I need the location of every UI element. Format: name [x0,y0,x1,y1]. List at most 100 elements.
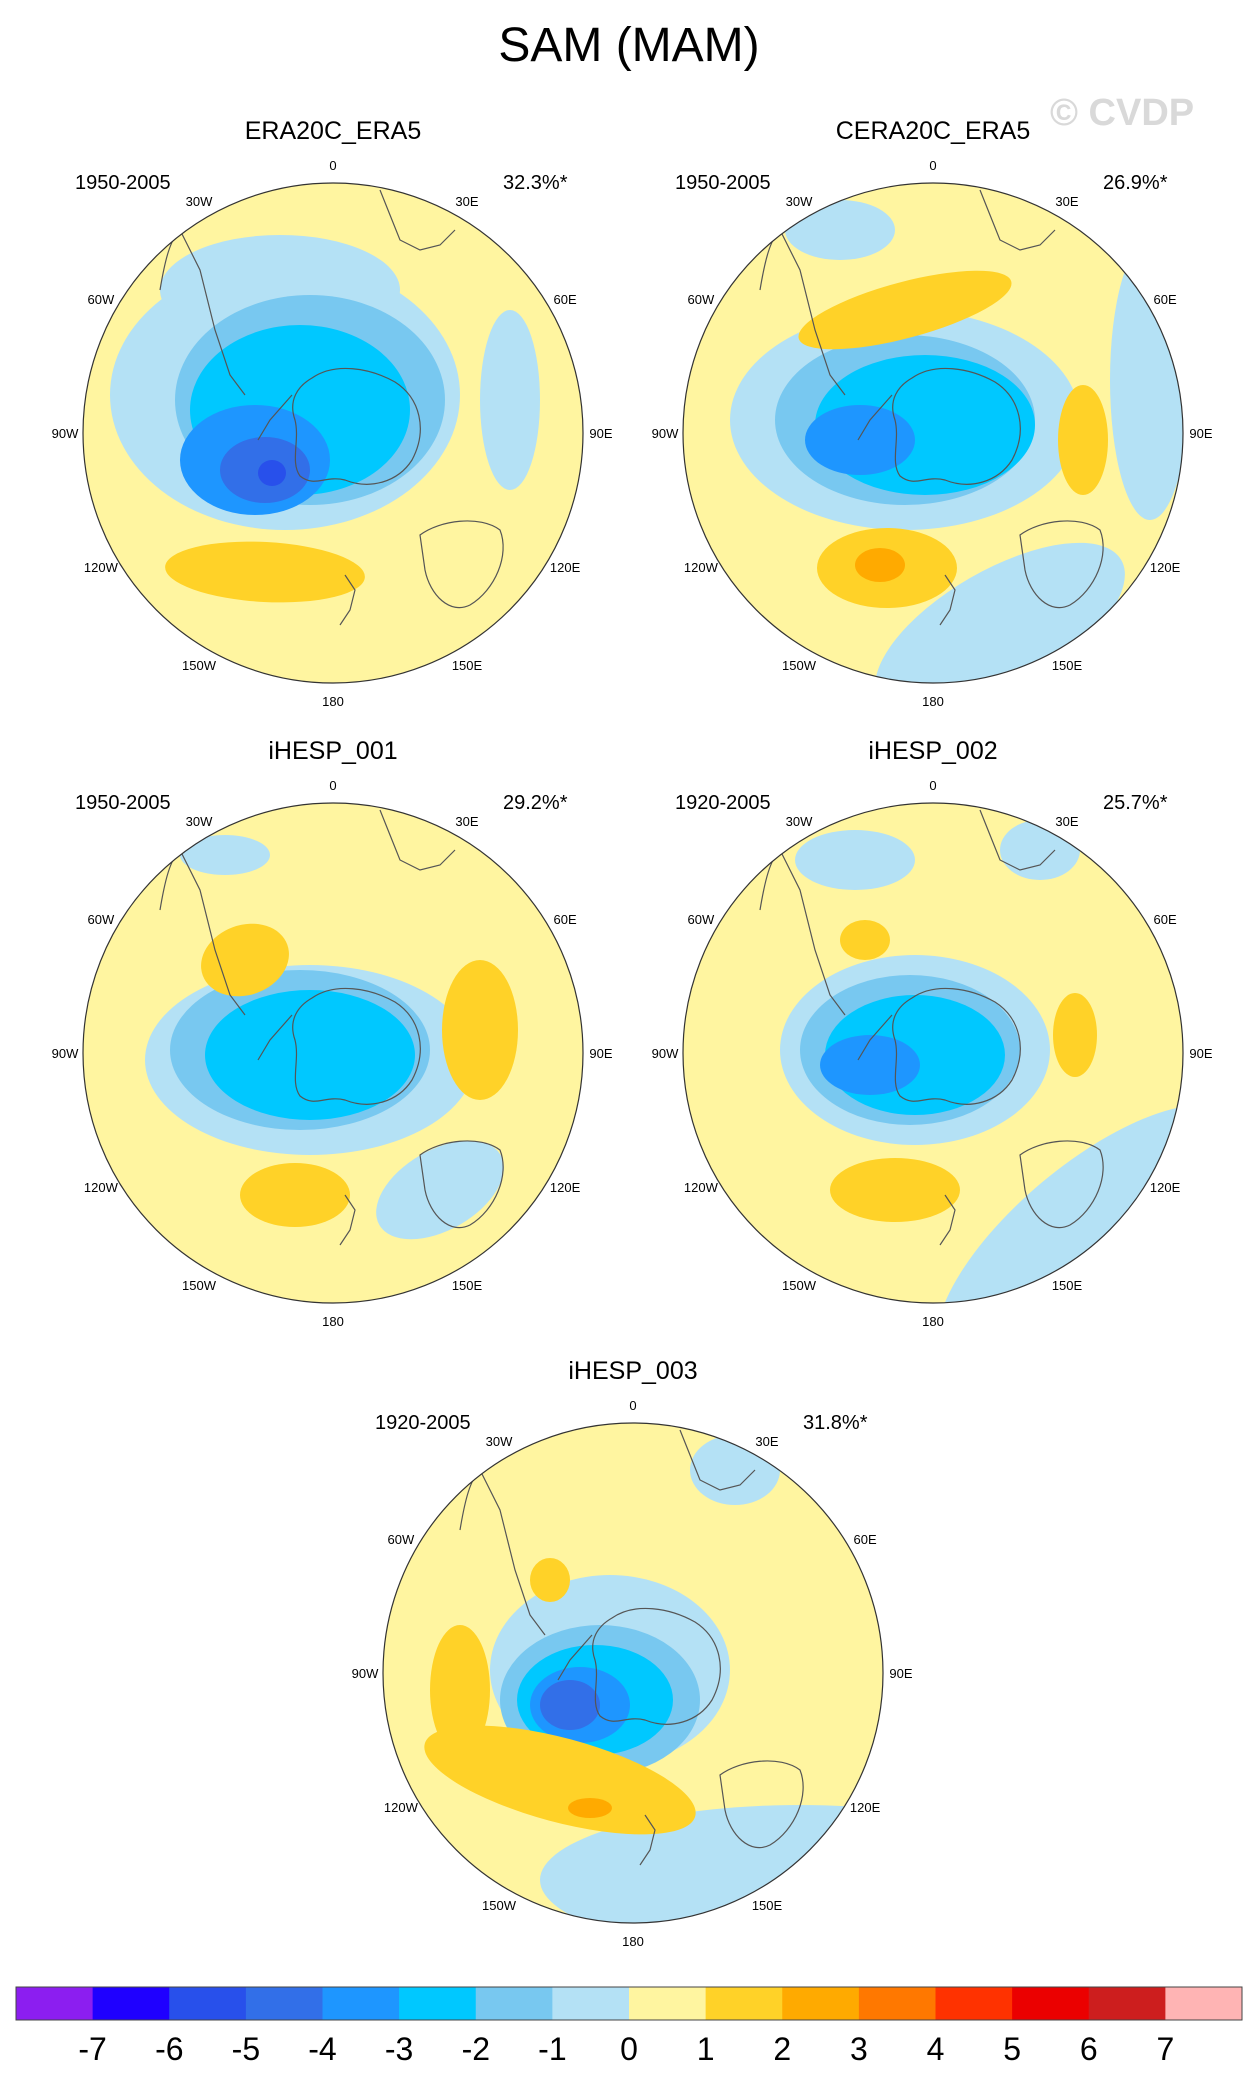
longitude-label: 90E [889,1666,912,1681]
longitude-label: 150E [452,1278,483,1293]
longitude-labels: 0 30E 60E 90E 120E 150E 180 150W 120W 90W 60W 30W 0 3… [52,158,1213,1949]
colorbar-swatch [399,1987,477,2020]
colorbar-swatch [858,1987,937,2020]
longitude-label: 90W [652,426,679,441]
longitude-label: 90W [352,1666,379,1681]
panel-title: ERA20C_ERA5 [244,117,422,145]
panel-cera20c-era5 [683,183,1183,683]
longitude-label: 30E [1055,194,1078,209]
panel-ihesp-002 [683,803,1183,1303]
panel-title: CERA20C_ERA5 [835,117,1031,145]
colorbar-tick-label: -7 [78,2031,106,2067]
longitude-label: 30E [455,194,478,209]
variance-percent: 25.7%* [1103,792,1168,814]
longitude-label: 150W [782,1278,817,1293]
longitude-label: 150W [182,658,217,673]
longitude-label: 60W [88,292,115,307]
colorbar-swatch [1165,1987,1243,2020]
panel-ihesp-001 [83,803,583,1303]
longitude-label: 30W [786,194,813,209]
colorbar-swatch [629,1987,707,2020]
colorbar-tick-label: -5 [232,2031,260,2067]
longitude-label: 60W [688,912,715,927]
longitude-label: 90E [1189,426,1212,441]
colorbar-tick-label: 3 [850,2031,868,2067]
longitude-label: 120E [1150,1180,1181,1195]
longitude-label: 0 [929,158,936,173]
longitude-label: 30W [486,1434,513,1449]
longitude-label: 120E [550,1180,581,1195]
longitude-label: 0 [629,1398,636,1413]
longitude-label: 150E [1052,1278,1083,1293]
panel-title: iHESP_003 [568,1357,698,1385]
longitude-label: 180 [322,694,344,709]
colorbar-swatch [1012,1987,1090,2020]
longitude-label: 60W [688,292,715,307]
longitude-label: 60E [554,292,577,307]
period-label: 1920-2005 [675,792,771,814]
longitude-label: 90W [52,1046,79,1061]
page-title: SAM (MAM) [498,19,760,72]
colorbar-swatch [92,1987,170,2020]
longitude-label: 180 [922,1314,944,1329]
longitude-label: 60W [88,912,115,927]
longitude-label: 0 [329,778,336,793]
longitude-label: 90W [652,1046,679,1061]
longitude-label: 90E [589,426,612,441]
longitude-label: 120W [84,560,119,575]
colorbar-swatch [245,1987,324,2020]
longitude-label: 150E [452,658,483,673]
colorbar-swatch [782,1987,860,2020]
longitude-label: 120W [684,1180,719,1195]
colorbar-swatch [475,1987,553,2020]
period-label: 1950-2005 [75,172,171,194]
colorbar-tick-label: 4 [927,2031,945,2067]
colorbar-tick-label: 7 [1157,2031,1175,2067]
colorbar-tick-label: 6 [1080,2031,1098,2067]
colorbar-swatch [169,1987,247,2020]
colorbar-tick-label: -2 [462,2031,490,2067]
panel-ihesp-003 [383,1423,883,1923]
longitude-label: 60E [854,1532,877,1547]
watermark: © CVDP [1050,92,1195,134]
longitude-label: 150E [752,1898,783,1913]
longitude-label: 60E [1154,292,1177,307]
longitude-label: 30W [186,194,213,209]
colorbar-tick-label: -4 [308,2031,336,2067]
longitude-label: 180 [322,1314,344,1329]
longitude-label: 90W [52,426,79,441]
longitude-label: 30W [786,814,813,829]
colorbar-swatch [322,1987,400,2020]
colorbar-swatch [16,1987,94,2020]
colorbar-swatch [935,1987,1013,2020]
colorbar-tick-label: -6 [155,2031,183,2067]
longitude-label: 120E [550,560,581,575]
variance-percent: 31.8%* [803,1412,868,1434]
longitude-label: 0 [329,158,336,173]
coastlines [759,809,1104,1246]
longitude-label: 90E [1189,1046,1212,1061]
colorbar-tick-label: 2 [773,2031,791,2067]
panel-title: iHESP_001 [268,737,398,765]
panel-era20c-era5 [83,183,583,683]
longitude-label: 120W [384,1800,419,1815]
longitude-label: 150W [482,1898,517,1913]
longitude-label: 180 [922,694,944,709]
period-label: 1950-2005 [75,792,171,814]
coastlines [159,189,504,626]
longitude-label: 30E [755,1434,778,1449]
longitude-label: 30E [455,814,478,829]
variance-percent: 26.9%* [1103,172,1168,194]
longitude-label: 60E [1154,912,1177,927]
colorbar-tick-label: 0 [620,2031,638,2067]
longitude-label: 180 [622,1934,644,1949]
coastlines [459,1429,804,1866]
longitude-label: 150W [182,1278,217,1293]
longitude-label: 150W [782,658,817,673]
longitude-label: 60E [554,912,577,927]
longitude-label: 30E [1055,814,1078,829]
longitude-label: 120W [684,560,719,575]
longitude-label: 90E [589,1046,612,1061]
period-label: 1920-2005 [375,1412,471,1434]
